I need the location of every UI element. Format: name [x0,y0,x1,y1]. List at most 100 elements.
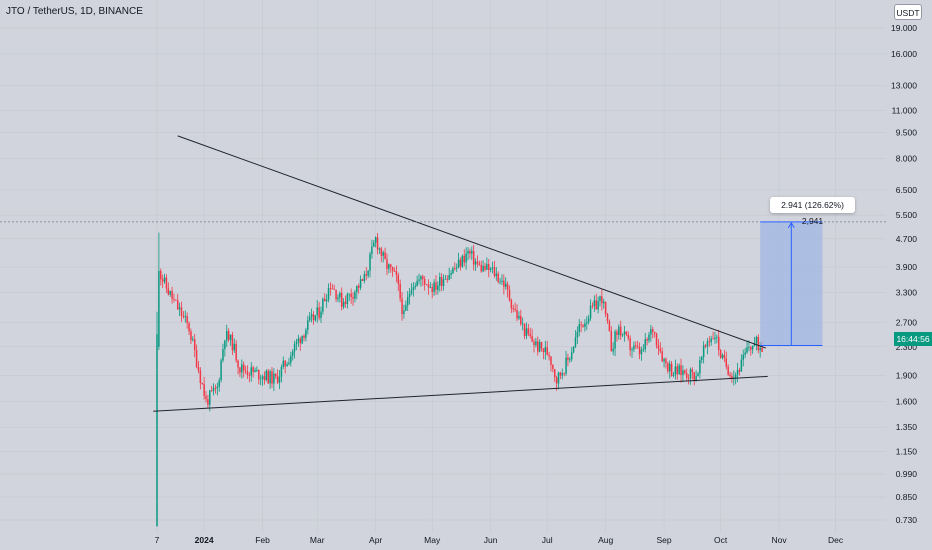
x-tick-label: Jul [542,535,553,545]
candle-body [271,371,273,384]
candle-body [395,271,398,275]
candle-body [621,334,624,336]
candle-body [325,299,328,302]
candle-body [512,308,515,310]
candle-body [510,299,513,309]
candle-body [435,282,437,290]
trendline-lower [153,375,768,412]
candle-body [529,334,531,336]
candle-body [716,336,718,338]
x-tick-label: 7 [155,535,160,545]
candle-body [444,278,447,280]
candle-body [212,387,215,392]
candle-body [406,297,409,306]
candle-body [676,366,679,375]
candle-body [744,352,746,355]
candle-body [561,373,564,376]
x-tick-label: Jun [484,535,498,545]
candle-body [702,345,705,357]
candle-body [750,346,752,350]
candle-body [503,280,505,287]
candle-body [316,307,318,316]
candle-body [569,359,571,361]
candle-body [537,341,539,352]
candle-body [244,370,247,372]
candle-body [723,354,726,359]
candle-body [263,376,266,381]
candle-body [533,341,535,346]
candle-body [663,359,665,362]
candle-body [597,300,599,310]
candle-body [608,321,611,332]
candle-body [412,287,415,290]
candle-body [691,369,694,373]
candle-body [586,322,588,324]
candle-body [389,264,392,267]
candle-body [757,337,760,351]
candle-body [552,364,554,370]
candle-body [751,345,754,350]
candle-body [416,280,418,287]
candle-body [361,279,364,281]
candle-body [742,354,744,360]
y-tick-label: 11.000 [892,106,918,116]
candle-body [367,270,369,276]
candle-body [333,288,335,290]
candle-body [318,307,320,318]
candle-body [158,270,160,347]
candle-body [218,380,220,387]
candle-body [391,266,394,272]
grid-lines [0,0,886,533]
candle-body [486,264,488,270]
candle-body [731,375,733,379]
y-tick-label: 0.730 [896,515,918,525]
candle-body [685,372,688,378]
candle-body [269,371,271,384]
candle-body [550,356,552,365]
candle-body [224,340,226,350]
candle-body [606,314,609,322]
candle-body [467,250,469,254]
candle-body [514,308,516,310]
candle-body [678,365,680,375]
candle-body [704,345,707,347]
candle-body [576,331,579,338]
candle-body [291,351,294,356]
candle-body [314,315,317,321]
candle-body [327,288,330,300]
candle-body [701,356,703,360]
candle-body [644,339,646,350]
price-range-label: 2.941 (126.62%) 2,941 [770,197,855,226]
candle-body [689,369,692,379]
candle-body [188,322,190,332]
candle-body [209,390,211,405]
candle-body [359,279,362,288]
candle-body [295,341,298,345]
candle-body [233,343,236,351]
candle-body [740,359,743,372]
x-tick-label: Sep [657,535,672,545]
candle-body [619,326,622,336]
currency-button[interactable]: USDT [894,4,922,20]
candle-body [410,289,413,294]
candle-body [386,259,388,269]
time-axis [0,533,886,550]
candle-body [501,280,503,282]
candle-body [184,316,187,317]
candle-body [380,248,383,256]
x-tick-label: Feb [255,535,270,545]
candle-body [448,274,450,280]
candle-body [422,276,424,280]
candle-body [186,316,188,323]
candle-body [207,399,209,405]
y-tick-label: 4.700 [896,234,918,244]
candle-body [354,291,356,299]
candle-body [650,329,652,335]
candle-body [301,335,303,344]
candle-body [254,370,256,372]
y-tick-label: 3.900 [896,262,918,272]
candle-body [572,347,575,353]
candle-body [504,283,507,287]
candle-body [670,363,673,376]
